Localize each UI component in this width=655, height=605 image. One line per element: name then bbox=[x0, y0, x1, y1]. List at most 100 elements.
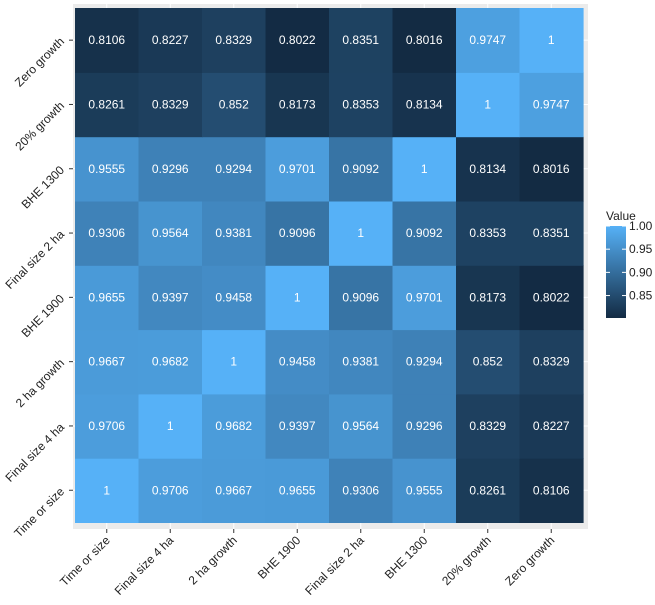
heatmap-cell bbox=[138, 329, 203, 395]
y-tick-label: 2 ha growth bbox=[13, 356, 67, 410]
legend-colorbar bbox=[606, 226, 626, 318]
heatmap-cell bbox=[265, 329, 330, 395]
heatmap-cell bbox=[329, 265, 394, 331]
cell-value-label: 0.8353 bbox=[342, 97, 379, 111]
heatmap-cell bbox=[202, 393, 267, 459]
cell-value-label: 0.9747 bbox=[533, 97, 570, 111]
heatmap-cell bbox=[75, 265, 140, 331]
cell-value-label: 0.9296 bbox=[152, 162, 189, 176]
cell-value-label: 0.9706 bbox=[152, 483, 189, 497]
heatmap-cell bbox=[202, 458, 267, 523]
heatmap-cell bbox=[138, 458, 203, 523]
cell-value-label: 0.9397 bbox=[152, 290, 189, 304]
y-tick-label: Final size 2 ha bbox=[3, 227, 68, 292]
cell-value-label: 0.9381 bbox=[215, 226, 252, 240]
heatmap-cell bbox=[138, 136, 203, 202]
heatmap-cell bbox=[392, 458, 457, 523]
heatmap-cell bbox=[456, 72, 521, 138]
cell-value-label: 1 bbox=[357, 226, 364, 240]
cell-value-label: 1 bbox=[167, 419, 174, 433]
heatmap-cell bbox=[392, 329, 457, 395]
heatmap-cell bbox=[265, 8, 330, 73]
y-tick-label: Time or size bbox=[11, 484, 67, 540]
x-tick-label: Final size 4 ha bbox=[112, 533, 177, 598]
heatmap-cell bbox=[265, 458, 330, 523]
heatmap-cell bbox=[138, 265, 203, 331]
cell-value-label: 0.9294 bbox=[215, 162, 252, 176]
legend-break-label: 1.00 bbox=[629, 219, 653, 233]
cell-value-label: 0.9655 bbox=[88, 290, 125, 304]
heatmap-cell bbox=[75, 329, 140, 395]
y-tick-label: BHE 1900 bbox=[19, 291, 68, 340]
cell-value-label: 0.852 bbox=[473, 355, 503, 369]
heatmap-cell bbox=[138, 8, 203, 73]
cell-value-label: 0.8329 bbox=[469, 419, 506, 433]
cell-value-label: 0.8134 bbox=[469, 162, 506, 176]
cell-value-label: 0.8173 bbox=[469, 290, 506, 304]
heatmap-cell bbox=[456, 136, 521, 202]
heatmap-cell bbox=[456, 393, 521, 459]
cell-value-label: 0.9306 bbox=[342, 483, 379, 497]
heatmap-cell bbox=[392, 8, 457, 73]
cell-value-label: 0.9381 bbox=[342, 355, 379, 369]
cell-value-label: 0.9092 bbox=[406, 226, 443, 240]
cell-value-label: 0.9294 bbox=[406, 355, 443, 369]
cell-value-label: 0.9706 bbox=[88, 419, 125, 433]
cell-value-label: 1 bbox=[230, 355, 237, 369]
heatmap-cell bbox=[329, 329, 394, 395]
heatmap-cell bbox=[75, 136, 140, 202]
heatmap-cell bbox=[202, 136, 267, 202]
heatmap-cell bbox=[519, 458, 584, 523]
cell-value-label: 0.8329 bbox=[152, 97, 189, 111]
heatmap-cell bbox=[519, 200, 584, 266]
cell-value-label: 0.8134 bbox=[406, 97, 443, 111]
legend-break-label: 0.90 bbox=[629, 265, 653, 279]
heatmap-cell bbox=[138, 393, 203, 459]
cell-labels: 1 0.9706 0.9667 0.9655 0.9306 0.9555 0.8261 0.8… bbox=[88, 33, 570, 497]
x-tick-label: Time or size bbox=[57, 533, 113, 589]
heatmap-cell bbox=[329, 8, 394, 73]
cell-value-label: 0.9701 bbox=[279, 162, 316, 176]
x-tick-label: 2 ha growth bbox=[186, 533, 240, 587]
cell-value-label: 0.9564 bbox=[152, 226, 189, 240]
heatmap-cell bbox=[519, 8, 584, 73]
cell-value-label: 0.8106 bbox=[533, 483, 570, 497]
legend-break-label: 0.95 bbox=[629, 242, 653, 256]
heatmap-cell bbox=[519, 393, 584, 459]
cell-value-label: 0.8353 bbox=[469, 226, 506, 240]
heatmap-cell bbox=[75, 8, 140, 73]
cell-value-label: 0.9682 bbox=[152, 355, 189, 369]
cell-value-label: 0.9092 bbox=[342, 162, 379, 176]
heatmap-cell bbox=[456, 265, 521, 331]
cell-value-label: 0.8351 bbox=[342, 33, 379, 47]
y-tick-label: Final size 4 ha bbox=[3, 420, 68, 485]
heatmap-cell bbox=[265, 265, 330, 331]
heatmap-cell bbox=[392, 72, 457, 138]
heatmap-cell bbox=[265, 200, 330, 266]
heatmap-cell bbox=[392, 136, 457, 202]
heatmap-cell bbox=[329, 72, 394, 138]
cell-value-label: 1 bbox=[294, 290, 301, 304]
y-tick-label: 20% growth bbox=[12, 99, 67, 154]
heatmap-cell bbox=[75, 458, 140, 523]
heatmap-cell bbox=[519, 72, 584, 138]
heatmap-cell bbox=[329, 458, 394, 523]
heatmap-cell bbox=[202, 265, 267, 331]
heatmap-cell bbox=[265, 136, 330, 202]
y-tick-label: Zero growth bbox=[12, 34, 67, 89]
cell-value-label: 0.8173 bbox=[279, 97, 316, 111]
heatmap-cell bbox=[392, 265, 457, 331]
cell-value-label: 0.8261 bbox=[469, 483, 506, 497]
cell-value-label: 0.852 bbox=[219, 97, 249, 111]
heatmap-cell bbox=[456, 200, 521, 266]
cell-value-label: 0.8016 bbox=[533, 162, 570, 176]
heatmap-cell bbox=[519, 136, 584, 202]
cell-value-label: 0.9096 bbox=[342, 290, 379, 304]
cell-value-label: 0.9564 bbox=[342, 419, 379, 433]
cell-value-label: 0.9667 bbox=[88, 355, 125, 369]
cell-value-label: 0.9397 bbox=[279, 419, 316, 433]
